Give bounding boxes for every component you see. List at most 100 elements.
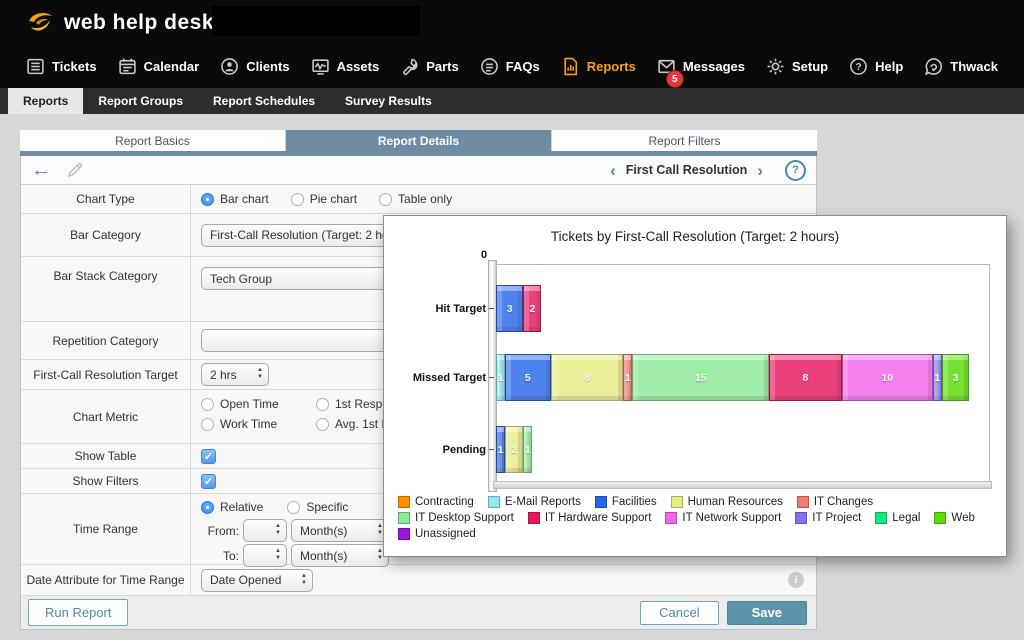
help-circle-icon[interactable]: ? <box>785 160 806 181</box>
nav-item-messages[interactable]: Messages5 <box>657 57 745 76</box>
cancel-button[interactable]: Cancel <box>640 601 718 625</box>
from-label: From: <box>201 524 239 538</box>
bar-segment-web: 3 <box>942 354 969 401</box>
radio-work-time[interactable]: Work Time <box>201 417 316 431</box>
radio-specific[interactable]: Specific <box>287 500 348 514</box>
info-icon: i <box>788 572 804 588</box>
repetition-category-label: Repetition Category <box>21 322 191 359</box>
date-attribute-label: Date Attribute for Time Range <box>21 565 191 595</box>
radio-open-time-control[interactable] <box>201 398 214 411</box>
to-unit-select[interactable]: Month(s) ▲▼ <box>291 544 389 567</box>
legend-label: Legal <box>892 512 920 524</box>
radio-bar-chart-label: Bar chart <box>220 192 269 206</box>
to-amount-select[interactable]: ▲▼ <box>243 544 287 567</box>
next-report-icon[interactable]: › <box>757 162 763 179</box>
stepper-arrows-icon: ▲▼ <box>257 367 263 381</box>
radio-open-time[interactable]: Open Time <box>201 397 316 411</box>
prev-report-icon[interactable]: ‹ <box>610 162 616 179</box>
segment-value: 3 <box>507 303 513 315</box>
nav-item-faqs[interactable]: FAQs <box>480 57 540 76</box>
radio-1st-response[interactable]: 1st Respo <box>316 397 389 411</box>
from-unit-select[interactable]: Month(s) ▲▼ <box>291 519 389 542</box>
nav-item-clients[interactable]: Clients <box>220 57 289 76</box>
legend-item-human-resources: Human Resources <box>671 496 783 508</box>
bar-segment-facilities: 5 <box>505 354 551 401</box>
nav-item-tickets[interactable]: Tickets <box>26 57 97 76</box>
nav-item-assets[interactable]: Assets <box>311 57 380 76</box>
solarwinds-logo-icon <box>26 8 56 38</box>
radio-bar-chart[interactable]: Bar chart <box>201 192 269 206</box>
bar-segment-it-desktop-support: 15 <box>632 354 769 401</box>
fcr-target-select[interactable]: 2 hrs ▲▼ <box>201 363 269 386</box>
segment-value: 1 <box>498 372 504 384</box>
nav-item-thwack[interactable]: Thwack <box>924 57 998 76</box>
radio-avg-1st-response[interactable]: Avg. 1st R <box>316 417 390 431</box>
legend-item-it-hardware-support: IT Hardware Support <box>528 512 652 524</box>
main-nav: Tickets Calendar Clients Assets Parts FAQs Rep… <box>0 45 1024 88</box>
show-filters-checkbox[interactable]: ✓ <box>201 474 216 489</box>
legend-swatch <box>795 512 807 524</box>
form-tab-report-filters[interactable]: Report Filters <box>552 130 817 151</box>
form-tab-report-details[interactable]: Report Details <box>286 130 552 151</box>
fcr-target-label: First-Call Resolution Target <box>21 360 191 389</box>
clients-icon <box>220 57 239 76</box>
subnav-tab-reports[interactable]: Reports <box>8 88 83 114</box>
chart-legend: ContractingE-Mail ReportsFacilitiesHuman… <box>398 496 994 540</box>
to-unit-value: Month(s) <box>300 549 347 563</box>
chart-popup: Tickets by First-Call Resolution (Target… <box>383 215 1007 557</box>
radio-pie-chart[interactable]: Pie chart <box>291 192 357 206</box>
nav-item-help[interactable]: ?Help <box>849 57 903 76</box>
edit-pencil-icon[interactable] <box>65 160 85 180</box>
radio-table-only-control[interactable] <box>379 193 392 206</box>
legend-item-e-mail-reports: E-Mail Reports <box>488 496 581 508</box>
radio-pie-chart-control[interactable] <box>291 193 304 206</box>
current-report-name: First Call Resolution <box>626 163 748 177</box>
run-report-button[interactable]: Run Report <box>28 599 128 626</box>
bar-segment-it-hardware-support: 8 <box>769 354 842 401</box>
radio-relative[interactable]: Relative <box>201 500 263 514</box>
bar-stack-category-value: Tech Group <box>210 272 272 286</box>
nav-item-label: Calendar <box>144 59 200 74</box>
legend-item-facilities: Facilities <box>595 496 657 508</box>
save-button[interactable]: Save <box>727 601 807 625</box>
chart-type-label: Chart Type <box>21 185 191 213</box>
radio-specific-control[interactable] <box>287 501 300 514</box>
nav-item-parts[interactable]: Parts <box>400 57 459 76</box>
radio-bar-chart-control[interactable] <box>201 193 214 206</box>
radio-avg-1st-response-control[interactable] <box>316 418 329 431</box>
segment-value: 3 <box>953 372 959 384</box>
radio-work-time-control[interactable] <box>201 418 214 431</box>
bar-segment-e-mail-reports: 1 <box>496 354 505 401</box>
legend-item-it-project: IT Project <box>795 512 861 524</box>
show-table-checkbox[interactable]: ✓ <box>201 449 216 464</box>
radio-1st-response-control[interactable] <box>316 398 329 411</box>
nav-item-setup[interactable]: Setup <box>766 57 828 76</box>
row-chart-type: Chart Type Bar chart Pie chart Table onl… <box>21 185 816 214</box>
radio-relative-control[interactable] <box>201 501 214 514</box>
date-attribute-select[interactable]: Date Opened ▲▼ <box>201 569 313 592</box>
nav-item-reports[interactable]: Reports <box>561 57 636 76</box>
subnav-tab-report-groups[interactable]: Report Groups <box>83 88 198 114</box>
bar-segment-it-network-support: 10 <box>842 354 933 401</box>
report-pager: ‹ First Call Resolution › ? <box>610 160 806 181</box>
form-tab-report-basics[interactable]: Report Basics <box>20 130 286 151</box>
axis-tick <box>489 377 494 378</box>
subnav-tab-survey-results[interactable]: Survey Results <box>330 88 447 114</box>
radio-table-only[interactable]: Table only <box>379 192 452 206</box>
nav-item-label: FAQs <box>506 59 540 74</box>
nav-item-label: Parts <box>426 59 459 74</box>
nav-item-label: Tickets <box>52 59 97 74</box>
legend-swatch <box>488 496 500 508</box>
segment-value: 1 <box>934 372 940 384</box>
subnav-tab-report-schedules[interactable]: Report Schedules <box>198 88 330 114</box>
bar-segment-facilities: 1 <box>496 426 505 473</box>
svg-text:?: ? <box>856 62 862 73</box>
back-icon[interactable]: ← <box>31 160 51 180</box>
stepper-arrows-icon: ▲▼ <box>275 523 281 537</box>
help-icon: ? <box>849 57 868 76</box>
app-header: web help desk ’ TicketsCalendarClientsAs… <box>0 0 1024 88</box>
assets-icon <box>311 57 330 76</box>
nav-item-calendar[interactable]: Calendar <box>118 57 200 76</box>
row-date-attribute: Date Attribute for Time Range Date Opene… <box>21 565 816 596</box>
from-amount-select[interactable]: ▲▼ <box>243 519 287 542</box>
